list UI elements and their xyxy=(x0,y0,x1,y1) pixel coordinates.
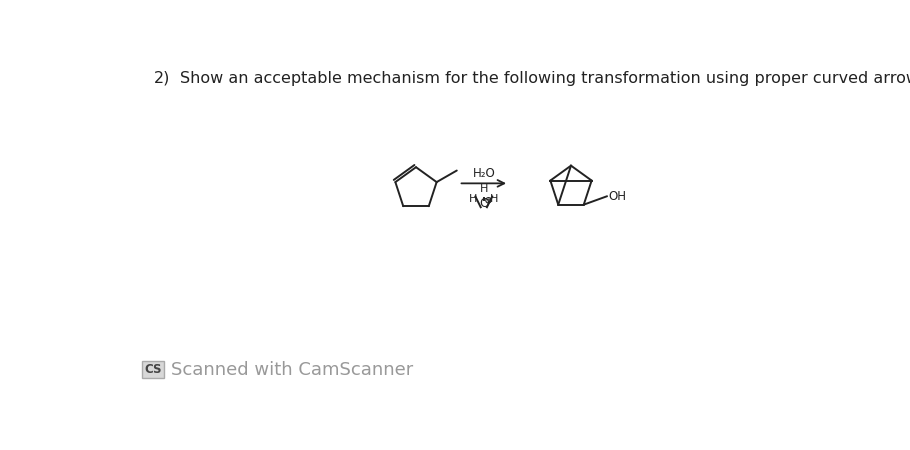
FancyBboxPatch shape xyxy=(143,361,164,378)
Text: Show an acceptable mechanism for the following transformation using proper curve: Show an acceptable mechanism for the fol… xyxy=(179,71,910,86)
Text: 2): 2) xyxy=(154,71,170,86)
Text: H: H xyxy=(490,194,499,204)
Text: H₂O: H₂O xyxy=(472,167,495,180)
Text: Scanned with CamScanner: Scanned with CamScanner xyxy=(171,361,413,379)
Text: CS: CS xyxy=(145,363,162,376)
Text: H: H xyxy=(480,184,488,194)
Text: O: O xyxy=(479,197,489,210)
Text: +: + xyxy=(486,197,491,203)
Text: H: H xyxy=(469,194,477,204)
Text: OH: OH xyxy=(609,190,627,203)
